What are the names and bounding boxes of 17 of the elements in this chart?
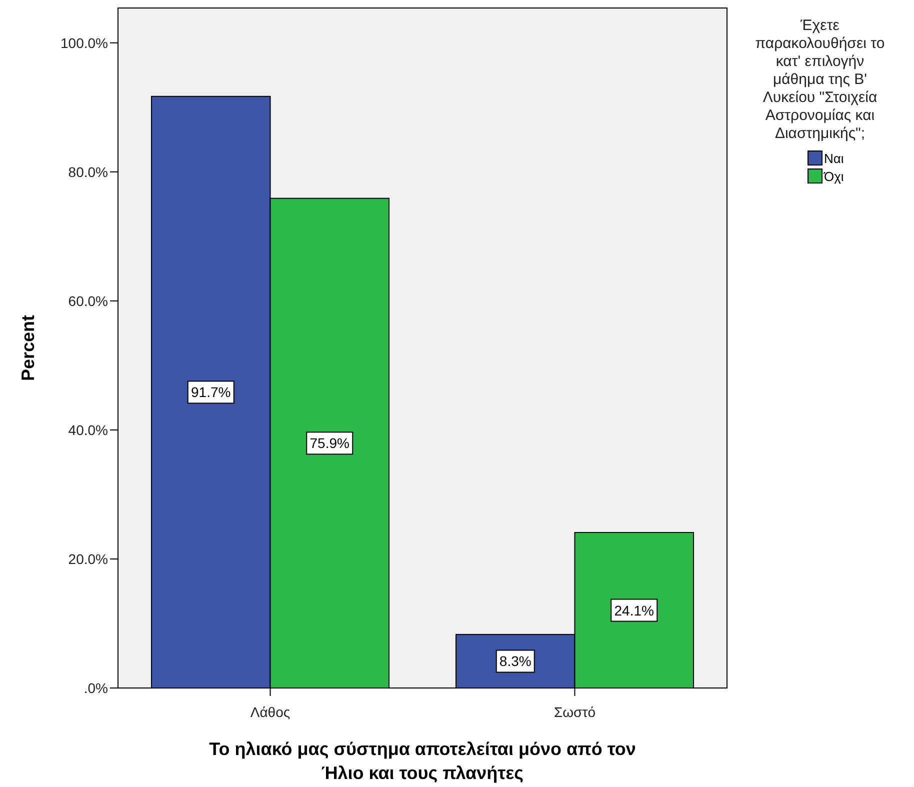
y-tick-label: .0%: [84, 680, 108, 696]
legend-label: Ναι: [824, 151, 844, 166]
x-tick-label: Σωστό: [554, 704, 596, 720]
x-axis-title: Το ηλιακό μας σύστημα αποτελείται μόνο από τον Ήλιο και τους πλανήτες: [209, 739, 636, 783]
data-label: 24.1%: [614, 602, 654, 618]
x-tick-label: Λάθος: [250, 704, 290, 720]
y-axis-title: Percent: [18, 314, 38, 382]
y-tick-label: 40.0%: [68, 422, 108, 438]
data-label: 91.7%: [191, 384, 231, 400]
data-label: 75.9%: [310, 435, 350, 452]
legend-title: Έχετε παρακολουθήσει το κατ' επιλογήν μάθημα της Β' Λυκείου "Στοιχεία Αστρονομίας και Διαστημικής";: [755, 17, 885, 142]
y-tick-label: 60.0%: [68, 292, 108, 309]
y-tick-label: 100.0%: [60, 34, 108, 51]
data-label: 8.3%: [499, 653, 532, 670]
legend-label: Όχι: [823, 169, 844, 184]
y-tick-label: 80.0%: [68, 164, 108, 180]
y-tick-label: 20.0%: [68, 550, 108, 567]
